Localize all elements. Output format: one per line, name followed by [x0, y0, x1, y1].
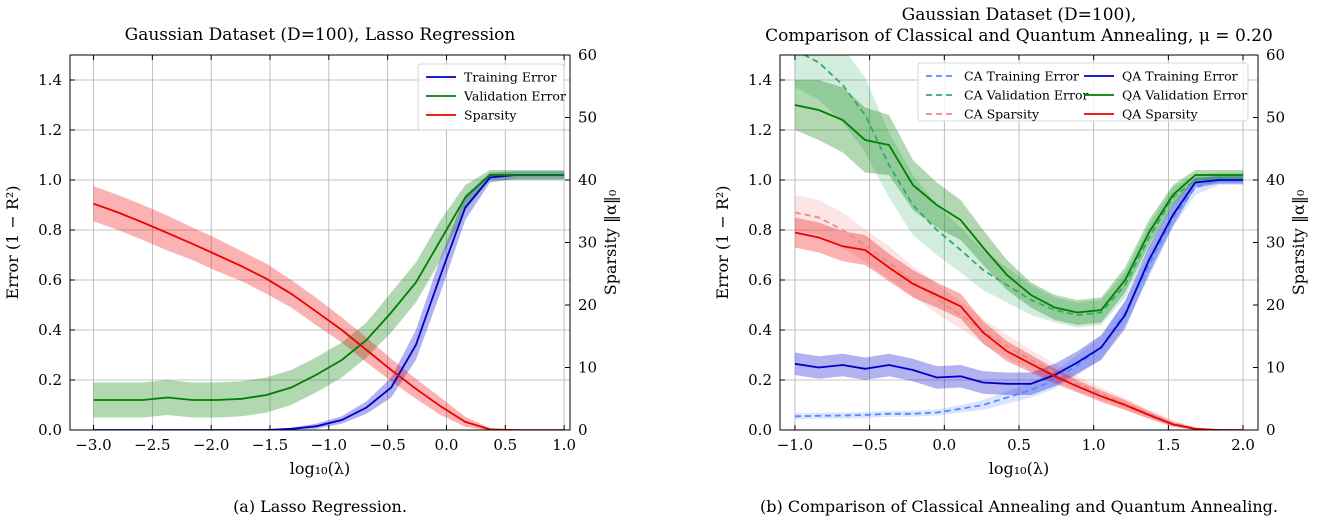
y-tick-label: 0.6: [748, 271, 772, 289]
x-tick-label: 1.5: [1156, 436, 1180, 454]
x-tick-label: 1.0: [1082, 436, 1106, 454]
line-qa-sparsity: [794, 231, 1244, 430]
y-axis-label: Error (1 − R²): [713, 185, 732, 299]
y-tick-label: 0.2: [38, 371, 62, 389]
line-ca-validation-error: [802, 55, 1244, 316]
x-tick-label: 1.0: [552, 436, 576, 454]
y2-tick-label: 20: [1266, 296, 1285, 314]
x-tick-label: 0.0: [435, 436, 459, 454]
y-tick-label: 1.2: [38, 121, 62, 139]
y2-tick-label: 40: [578, 171, 597, 189]
x-tick-label: 0.0: [932, 436, 956, 454]
line-ca-sparsity: [794, 211, 1244, 430]
y2-tick-label: 40: [1266, 171, 1285, 189]
x-tick-label: −1.0: [311, 436, 347, 454]
chart-title: Gaussian Dataset (D=100), Lasso Regressi…: [125, 25, 516, 45]
legend-label: Sparsity: [464, 108, 517, 123]
x-tick-label: 0.5: [493, 436, 517, 454]
y2-tick-label: 50: [1266, 109, 1285, 127]
y2-tick-label: 60: [578, 46, 597, 64]
y-tick-label: 0.0: [38, 421, 62, 439]
band-qa-validation-error: [794, 80, 1244, 325]
data-layer: [794, 55, 1244, 430]
y2-tick-label: 0: [578, 421, 588, 439]
x-tick-label: −0.5: [851, 436, 887, 454]
x-tick-label: 0.5: [1007, 436, 1031, 454]
legend-label: CA Training Error: [964, 69, 1079, 84]
chart-panel-b: −1.0 −0.5 0.0 0.5 1.0 1.5 2.0 0.0 0.2 0.4 0.6 0.8 1.…: [713, 5, 1308, 516]
y2-tick-label: 10: [1266, 359, 1285, 377]
y-tick-label: 1.0: [38, 171, 62, 189]
line-ca-training-error: [794, 179, 1244, 418]
legend-label: Validation Error: [463, 89, 566, 104]
line-training-error: [93, 174, 565, 430]
y2-axis-label: Sparsity ‖α‖₀: [601, 190, 620, 296]
x-tick-label: 2.0: [1231, 436, 1255, 454]
y-tick-label: 0.8: [38, 221, 62, 239]
legend-box: [417, 63, 565, 131]
legend-label: QA Validation Error: [1122, 88, 1247, 103]
legend-label: CA Validation Error: [964, 88, 1089, 103]
x-tick-label: −2.0: [193, 436, 229, 454]
y-axis-label: Error (1 − R²): [3, 185, 22, 299]
y-tick-label: 1.2: [748, 121, 772, 139]
y2-axis-label: Sparsity ‖α‖₀: [1289, 190, 1308, 296]
band-qa-training-error: [794, 176, 1244, 395]
legend: CA Training Error CA Validation Error CA S…: [917, 62, 1249, 122]
band-ca-sparsity: [794, 195, 1244, 430]
chart-title: Comparison of Classical and Quantum Anne…: [765, 26, 1273, 46]
y-tick-label: 0.4: [38, 321, 62, 339]
figure-caption: (a) Lasso Regression.: [233, 497, 407, 516]
y-tick-label: 0.4: [748, 321, 772, 339]
y-tick-label: 0.0: [748, 421, 772, 439]
legend-label: Training Error: [464, 70, 556, 85]
y2-tick-label: 60: [1266, 46, 1285, 64]
y2-tick-label: 0: [1266, 421, 1276, 439]
y2-tick-label: 50: [578, 109, 597, 127]
x-tick-label: −0.5: [369, 436, 405, 454]
x-tick-label: −3.0: [75, 436, 111, 454]
x-tick-label: −2.5: [134, 436, 170, 454]
y2-tick-label: 20: [578, 296, 597, 314]
y-tick-label: 0.8: [748, 221, 772, 239]
chart-panel-a: −3.0 −2.5 −2.0 −1.5 −1.0 −0.5 0.0 0.5 1.0 0.0 0.2 0…: [3, 25, 620, 516]
band-validation-error: [93, 170, 565, 418]
legend-label: QA Training Error: [1122, 69, 1238, 84]
y2-tick-label: 30: [578, 234, 597, 252]
y-tick-label: 0.6: [38, 271, 62, 289]
x-axis-label: log₁₀(λ): [290, 459, 350, 478]
line-qa-validation-error: [794, 104, 1244, 314]
x-axis-label: log₁₀(λ): [989, 459, 1049, 478]
legend-label: QA Sparsity: [1122, 107, 1199, 122]
band-qa-sparsity: [794, 217, 1244, 430]
chart-title: Gaussian Dataset (D=100),: [902, 5, 1137, 25]
y-tick-label: 0.2: [748, 371, 772, 389]
figure-caption: (b) Comparison of Classical Annealing an…: [760, 497, 1278, 516]
line-qa-training-error: [794, 179, 1244, 385]
legend-box: [917, 62, 1249, 122]
legend-label: CA Sparsity: [964, 107, 1040, 122]
x-tick-label: −1.0: [777, 436, 813, 454]
x-tick-label: −1.5: [252, 436, 288, 454]
line-sparsity: [93, 202, 565, 430]
y-tick-label: 1.4: [38, 71, 62, 89]
y2-tick-label: 10: [578, 359, 597, 377]
band-sparsity: [93, 186, 565, 430]
y-tick-label: 1.4: [748, 71, 772, 89]
line-validation-error: [93, 174, 565, 401]
data-layer: [93, 170, 565, 430]
legend: Training Error Validation Error Sparsity: [417, 63, 566, 131]
y2-tick-label: 30: [1266, 234, 1285, 252]
y-tick-label: 1.0: [748, 171, 772, 189]
